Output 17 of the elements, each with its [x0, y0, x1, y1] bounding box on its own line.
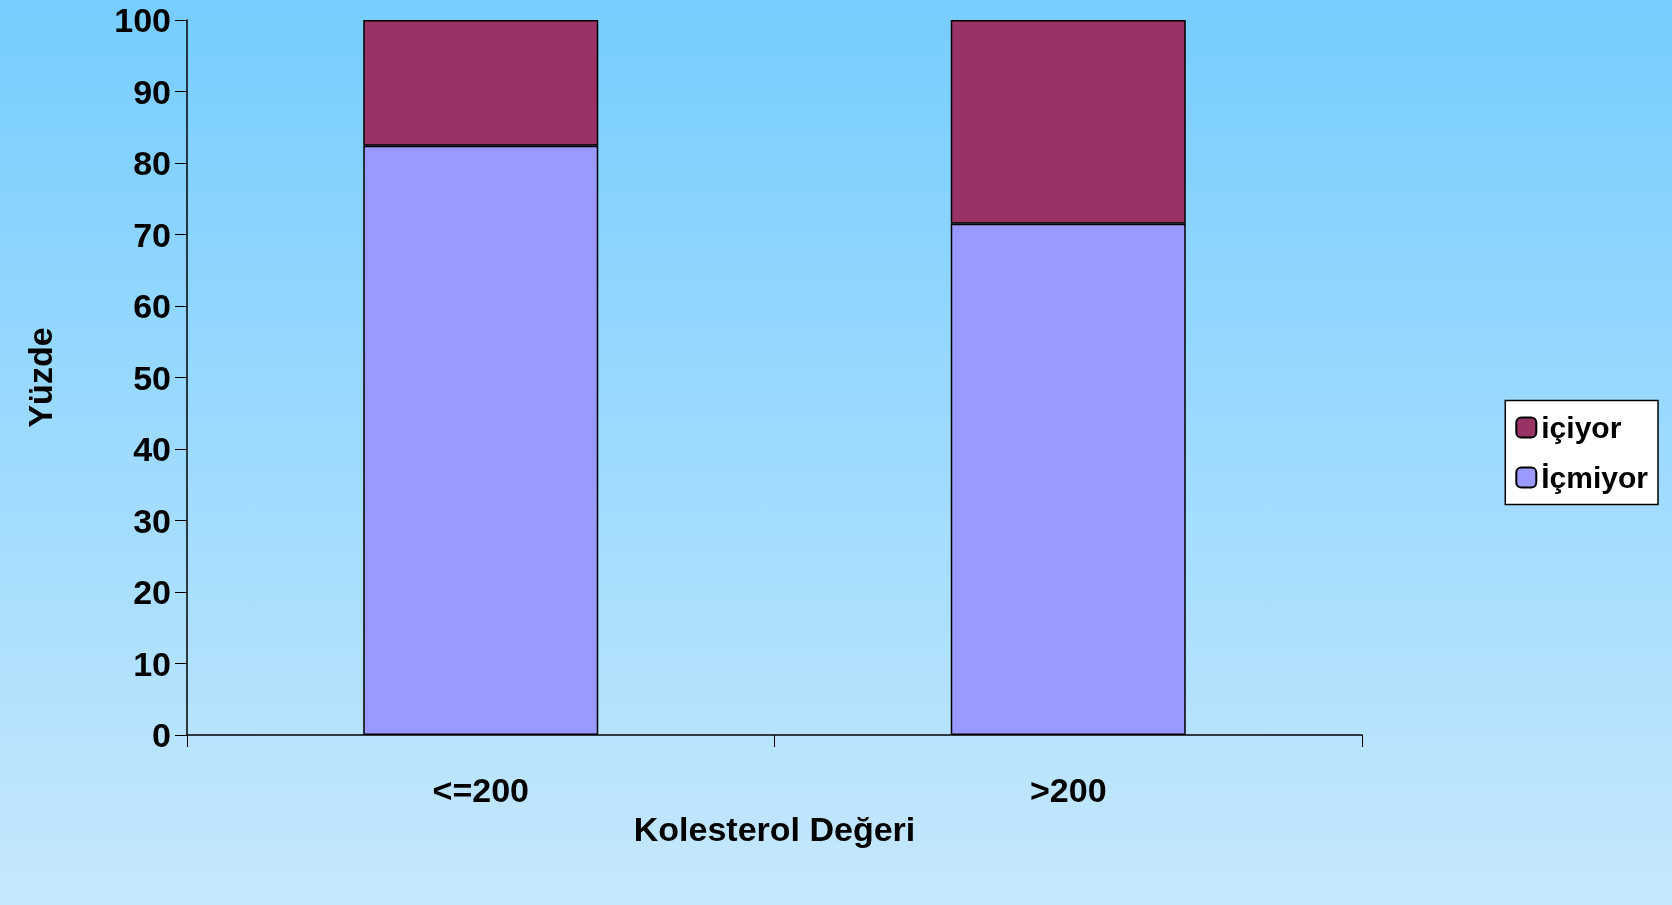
y-tick-label: 50: [133, 358, 171, 397]
y-tick-label: 80: [133, 144, 171, 182]
y-tick-label: 20: [133, 573, 171, 611]
y-tick-label: 10: [133, 644, 171, 683]
y-tick-label: 60: [133, 287, 171, 325]
y-tick-label: 70: [133, 215, 171, 254]
legend-label: İçmiyor: [1541, 461, 1649, 494]
y-tick-label: 40: [133, 430, 171, 468]
x-tick-label: <=200: [432, 771, 529, 809]
x-tick-label: >200: [1029, 771, 1107, 809]
legend-label: içiyor: [1541, 411, 1622, 444]
y-tick-label: 30: [133, 501, 171, 540]
y-tick-label: 90: [133, 72, 171, 111]
y-tick-label: 0: [152, 716, 171, 754]
y-tick-label: 100: [114, 1, 171, 39]
x-axis-title: Kolesterol Değeri: [633, 809, 916, 848]
y-axis-title: Yüzde: [21, 327, 59, 428]
